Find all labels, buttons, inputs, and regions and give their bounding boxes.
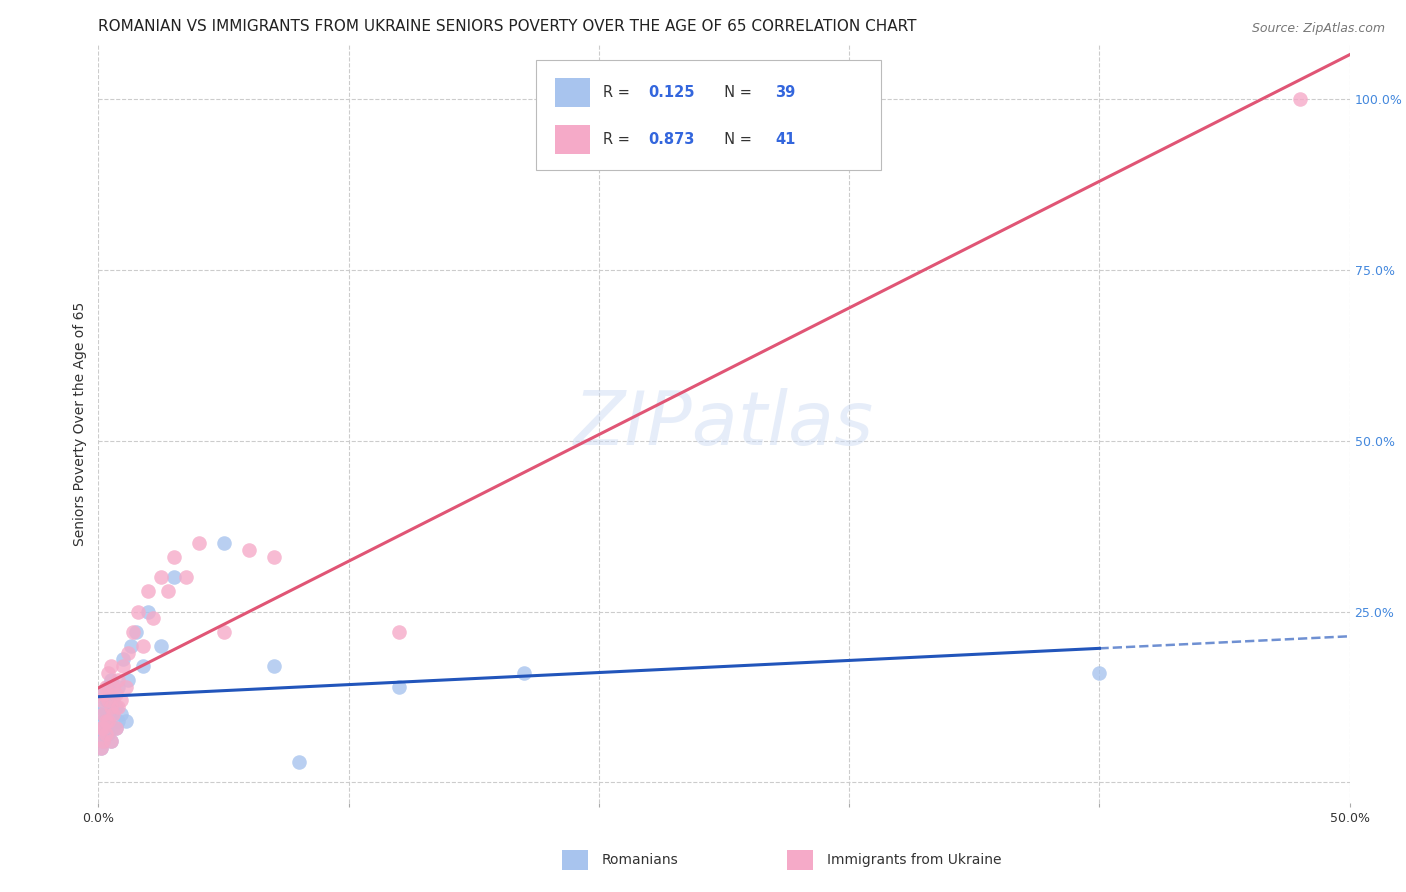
Point [388,680,411,694]
Point [97,727,120,741]
Point [97,714,120,728]
Point [187,536,209,550]
Text: N =: N = [716,85,756,100]
Point [93,714,115,728]
Point [162,570,184,584]
Point [1288,92,1310,106]
Point [94,714,117,728]
Point [388,625,411,640]
Point [110,693,132,707]
Text: R =: R = [603,132,634,147]
Point [162,549,184,564]
Point [112,659,135,673]
Text: ZIPatlas: ZIPatlas [574,388,875,459]
Point [138,605,160,619]
Point [97,693,120,707]
Point [125,625,148,640]
Point [103,693,125,707]
Point [100,734,122,748]
Text: 0.873: 0.873 [648,132,695,147]
Point [100,700,122,714]
Text: 41: 41 [775,132,796,147]
Point [157,584,180,599]
Point [97,714,120,728]
Text: ROMANIAN VS IMMIGRANTS FROM UKRAINE SENIORS POVERTY OVER THE AGE OF 65 CORRELATI: ROMANIAN VS IMMIGRANTS FROM UKRAINE SENI… [98,19,917,34]
Point [117,673,139,687]
Point [107,673,129,687]
Point [122,625,145,640]
Text: R =: R = [603,85,634,100]
Point [103,680,125,694]
FancyBboxPatch shape [536,60,880,169]
Y-axis label: Seniors Poverty Over the Age of 65: Seniors Poverty Over the Age of 65 [73,301,87,546]
Point [90,721,112,735]
Point [97,680,120,694]
Point [93,727,115,741]
Point [100,659,122,673]
Point [117,646,139,660]
Point [100,706,122,721]
Point [174,570,197,584]
Point [513,666,536,681]
Point [90,693,112,707]
Point [93,700,115,714]
Text: Source: ZipAtlas.com: Source: ZipAtlas.com [1251,22,1385,36]
Point [90,721,112,735]
Point [93,686,115,700]
Point [90,706,112,721]
Point [212,625,235,640]
Text: 0.125: 0.125 [648,85,695,100]
Point [287,755,309,769]
Point [100,734,122,748]
Point [150,570,173,584]
Text: Romanians: Romanians [602,853,679,867]
Point [212,536,235,550]
Point [90,741,112,756]
Text: N =: N = [716,132,756,147]
Point [263,549,285,564]
Point [120,639,142,653]
Point [112,652,135,666]
Text: 39: 39 [775,85,796,100]
Point [104,721,127,735]
Point [93,734,115,748]
Point [93,686,115,700]
Bar [555,78,591,107]
Point [104,686,127,700]
Point [107,680,129,694]
Point [107,700,129,714]
Point [103,721,125,735]
Point [94,727,117,741]
Point [115,714,138,728]
Point [263,659,285,673]
Point [94,680,117,694]
Point [138,584,160,599]
Point [94,693,117,707]
Point [238,543,260,558]
Bar [555,125,591,153]
Point [97,666,120,681]
Point [94,721,117,735]
Point [1088,666,1111,681]
Point [93,734,115,748]
Point [132,659,155,673]
Point [90,741,112,756]
Point [93,706,115,721]
Point [107,714,129,728]
Point [142,611,165,625]
Point [127,605,149,619]
Point [150,639,173,653]
Point [104,700,127,714]
Point [132,639,155,653]
Point [100,673,122,687]
Point [115,680,138,694]
Point [104,721,127,735]
Point [103,706,125,721]
Point [94,706,117,721]
Point [110,706,132,721]
Point [93,721,115,735]
Text: Immigrants from Ukraine: Immigrants from Ukraine [827,853,1001,867]
